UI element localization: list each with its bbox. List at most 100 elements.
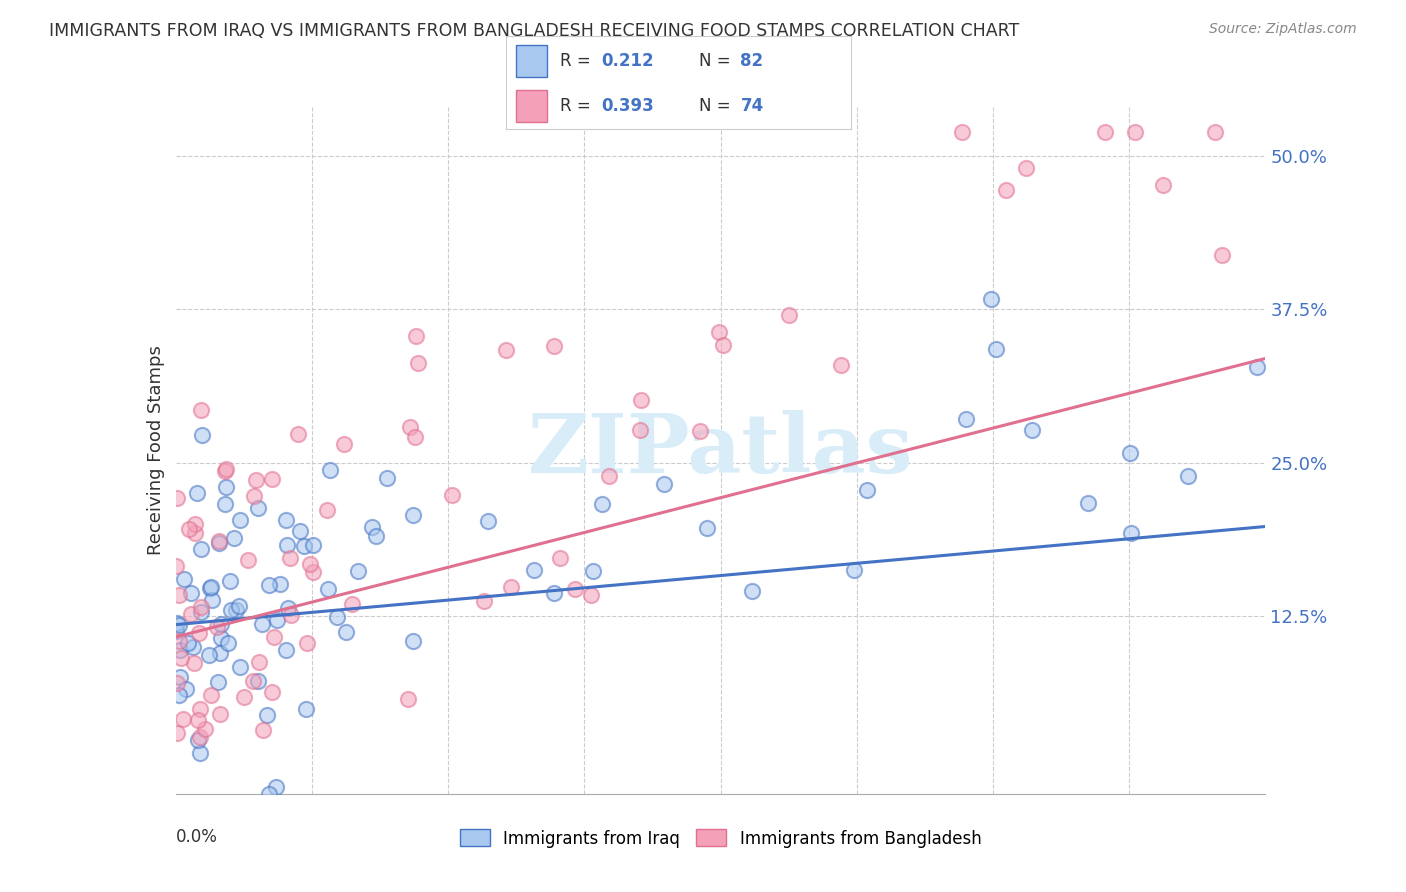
Point [1246, 360, 1268, 375]
Point [256, 708, 278, 723]
Point [274, 643, 297, 657]
Point [1119, 526, 1142, 541]
Point [180, 607, 202, 622]
Point [994, 183, 1017, 197]
Point [167, 618, 190, 632]
FancyBboxPatch shape [516, 90, 547, 122]
Point [361, 519, 384, 533]
Point [184, 517, 207, 532]
Point [190, 606, 212, 620]
Point [477, 514, 499, 528]
Point [165, 624, 187, 639]
Point [245, 473, 267, 487]
Point [166, 491, 188, 505]
Point [1177, 469, 1199, 483]
Point [229, 660, 252, 674]
Point [287, 427, 309, 442]
Point [402, 633, 425, 648]
Point [288, 524, 311, 538]
Point [215, 462, 238, 476]
Point [405, 329, 427, 343]
Point [214, 465, 236, 479]
Point [404, 430, 426, 444]
Text: Source: ZipAtlas.com: Source: ZipAtlas.com [1209, 22, 1357, 37]
Point [276, 513, 298, 527]
Point [950, 125, 973, 139]
Point [190, 599, 212, 614]
Text: 82: 82 [741, 52, 763, 70]
Point [246, 501, 269, 516]
Point [1152, 178, 1174, 193]
Point [1204, 125, 1226, 139]
Point [232, 690, 254, 704]
Point [247, 655, 270, 669]
Point [856, 483, 879, 498]
Point [214, 497, 236, 511]
Point [228, 599, 250, 613]
Point [198, 648, 221, 663]
Text: N =: N = [699, 97, 735, 115]
Point [179, 522, 201, 536]
Point [579, 588, 602, 602]
Point [277, 601, 299, 615]
Point [266, 613, 288, 627]
Point [214, 479, 236, 493]
Point [472, 593, 495, 607]
Point [194, 723, 217, 737]
Text: 74: 74 [741, 97, 763, 115]
Point [630, 392, 652, 407]
Point [292, 540, 315, 554]
Point [209, 647, 232, 661]
Point [591, 497, 613, 511]
Point [170, 651, 193, 665]
Point [1021, 423, 1043, 437]
Point [523, 563, 546, 577]
Point [335, 624, 357, 639]
Point [167, 633, 190, 648]
Point [229, 513, 252, 527]
Point [333, 436, 356, 450]
Point [984, 342, 1007, 356]
Point [243, 489, 266, 503]
Point [1123, 125, 1146, 139]
Point [711, 338, 734, 352]
Legend: Immigrants from Iraq, Immigrants from Bangladesh: Immigrants from Iraq, Immigrants from Ba… [453, 822, 988, 855]
Point [564, 582, 586, 597]
Point [166, 726, 188, 740]
Point [169, 670, 191, 684]
Point [495, 343, 517, 357]
Point [955, 412, 977, 426]
Point [201, 593, 224, 607]
Point [1015, 161, 1038, 175]
Point [209, 707, 232, 722]
Point [236, 553, 259, 567]
Point [188, 746, 211, 760]
Point [198, 581, 221, 595]
Point [262, 472, 284, 486]
FancyBboxPatch shape [516, 45, 547, 77]
Point [187, 714, 209, 728]
Point [269, 577, 291, 591]
Point [295, 636, 318, 650]
Point [402, 508, 425, 523]
Point [548, 550, 571, 565]
Point [316, 503, 339, 517]
Point [347, 564, 370, 578]
Point [741, 583, 763, 598]
Point [247, 673, 270, 688]
Point [200, 688, 222, 702]
Point [398, 420, 420, 434]
Point [242, 674, 264, 689]
Point [259, 787, 281, 801]
Point [364, 528, 387, 542]
Point [181, 640, 204, 655]
Point [543, 585, 565, 599]
Point [1077, 496, 1099, 510]
Point [219, 603, 242, 617]
Point [257, 578, 280, 592]
Point [188, 702, 211, 716]
Point [1119, 446, 1142, 460]
Point [191, 428, 214, 442]
Point [377, 471, 399, 485]
Point [169, 642, 191, 657]
